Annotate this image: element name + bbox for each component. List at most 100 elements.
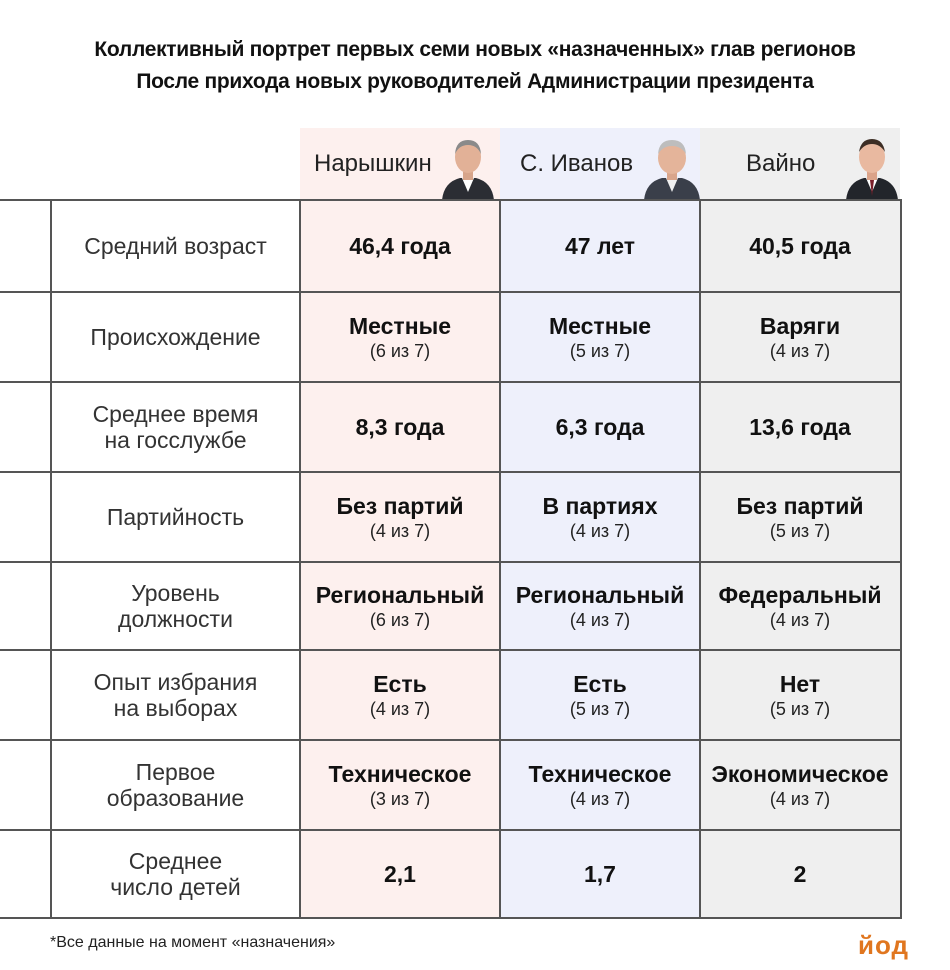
table-cell: Экономическое (4 из 7) (700, 741, 900, 829)
row-label: Опыт избрания на выборах (93, 669, 258, 721)
cell-count: (4 из 7) (369, 521, 431, 541)
row-label: Уровень должности (118, 580, 233, 632)
cell-count: (5 из 7) (769, 521, 831, 541)
table-cell: 2,1 (300, 831, 500, 917)
person-portrait-icon (440, 132, 496, 200)
cell-value: Региональный (315, 582, 485, 608)
cell-value: Техническое (328, 761, 472, 787)
table-cell: 47 лет (500, 201, 700, 291)
cell-value: В партиях (542, 493, 658, 519)
row-label: Партийность (106, 504, 245, 530)
table-row-divider (0, 199, 902, 201)
cell-value: 13,6 года (749, 414, 851, 440)
column-background-vaino (700, 128, 900, 918)
cell-value: Нет (779, 671, 821, 697)
table-cell: Местные (5 из 7) (500, 293, 700, 381)
table-cell: 13,6 года (700, 383, 900, 471)
cell-value: Техническое (528, 761, 672, 787)
table-cell: Без партий (4 из 7) (300, 473, 500, 561)
table-cell: Есть (4 из 7) (300, 651, 500, 739)
cell-value: 2,1 (384, 861, 416, 887)
footnote: *Все данные на момент «назначения» (50, 934, 336, 951)
cell-count: (4 из 7) (569, 521, 631, 541)
cell-count: (4 из 7) (569, 610, 631, 630)
table-column-divider (50, 200, 52, 918)
cell-value: Экономическое (711, 761, 889, 787)
cell-count: (4 из 7) (369, 699, 431, 719)
column-header-ivanov: С. Иванов (500, 128, 700, 200)
table-row-divider (0, 739, 902, 741)
cell-value: Местные (548, 313, 652, 339)
page-title: Коллективный портрет первых семи новых «… (0, 34, 950, 98)
cell-value: Федеральный (718, 582, 882, 608)
column-header-naryshkin: Нарышкин (300, 128, 500, 200)
table-row-divider (0, 829, 902, 831)
cell-value: 47 лет (564, 233, 636, 259)
table-column-divider (699, 200, 701, 918)
column-background-naryshkin (300, 128, 500, 918)
row-label: Первое образование (106, 759, 245, 811)
table-cell: Местные (6 из 7) (300, 293, 500, 381)
table-row-divider (0, 561, 902, 563)
cell-value: 8,3 года (355, 414, 445, 440)
cell-value: Региональный (515, 582, 685, 608)
column-header-label: Нарышкин (314, 150, 432, 177)
cell-value: 40,5 года (749, 233, 851, 259)
table-cell: Нет (5 из 7) (700, 651, 900, 739)
cell-value: Местные (348, 313, 452, 339)
table-cell: Есть (5 из 7) (500, 651, 700, 739)
table-row-divider (0, 471, 902, 473)
cell-count: (4 из 7) (769, 610, 831, 630)
table-row-divider (0, 381, 902, 383)
cell-count: (5 из 7) (569, 341, 631, 361)
row-label: Среднее число детей (110, 848, 241, 900)
cell-count: (4 из 7) (769, 789, 831, 809)
cell-value: Варяги (759, 313, 841, 339)
table-row-divider (0, 917, 902, 919)
table-cell: 6,3 года (500, 383, 700, 471)
table-row-divider (0, 291, 902, 293)
table-cell: Техническое (3 из 7) (300, 741, 500, 829)
table-cell: 2 (700, 831, 900, 917)
table-cell: Федеральный (4 из 7) (700, 563, 900, 649)
title-line-1: Коллективный портрет первых семи новых «… (94, 38, 856, 61)
table-cell: В партиях (4 из 7) (500, 473, 700, 561)
cell-value: 1,7 (584, 861, 616, 887)
cell-count: (6 из 7) (369, 341, 431, 361)
cell-value: Есть (373, 671, 427, 697)
table-cell: Без партий (5 из 7) (700, 473, 900, 561)
table-cell: Техническое (4 из 7) (500, 741, 700, 829)
column-header-vaino: Вайно (700, 128, 900, 200)
cell-value: 2 (793, 861, 807, 887)
table-cell: 8,3 года (300, 383, 500, 471)
cell-count: (6 из 7) (369, 610, 431, 630)
column-header-label: С. Иванов (520, 150, 634, 177)
table-column-divider (299, 200, 301, 918)
table-row-divider (0, 649, 902, 651)
table-cell: Региональный (4 из 7) (500, 563, 700, 649)
cell-count: (5 из 7) (569, 699, 631, 719)
cell-count: (5 из 7) (769, 699, 831, 719)
row-label: Средний возраст (84, 233, 267, 259)
table-cell: 46,4 года (300, 201, 500, 291)
table-cell: Региональный (6 из 7) (300, 563, 500, 649)
cell-count: (3 из 7) (369, 789, 431, 809)
table-cell: 1,7 (500, 831, 700, 917)
logo: йод (858, 930, 910, 960)
table-cell: Варяги (4 из 7) (700, 293, 900, 381)
cell-value: Есть (573, 671, 627, 697)
cell-count: (4 из 7) (569, 789, 631, 809)
column-background-ivanov (500, 128, 700, 918)
cell-value: Без партий (336, 493, 464, 519)
table-column-divider (499, 200, 501, 918)
row-label: Происхождение (90, 324, 261, 350)
title-line-2: После прихода новых руководителей Админи… (136, 70, 814, 93)
row-label: Среднее время на госслужбе (92, 401, 259, 453)
person-portrait-icon (844, 132, 900, 200)
table-cell: 40,5 года (700, 201, 900, 291)
cell-value: 6,3 года (555, 414, 645, 440)
cell-value: 46,4 года (349, 233, 451, 259)
person-portrait-icon (644, 132, 700, 200)
column-header-label: Вайно (746, 150, 816, 177)
cell-value: Без партий (736, 493, 864, 519)
